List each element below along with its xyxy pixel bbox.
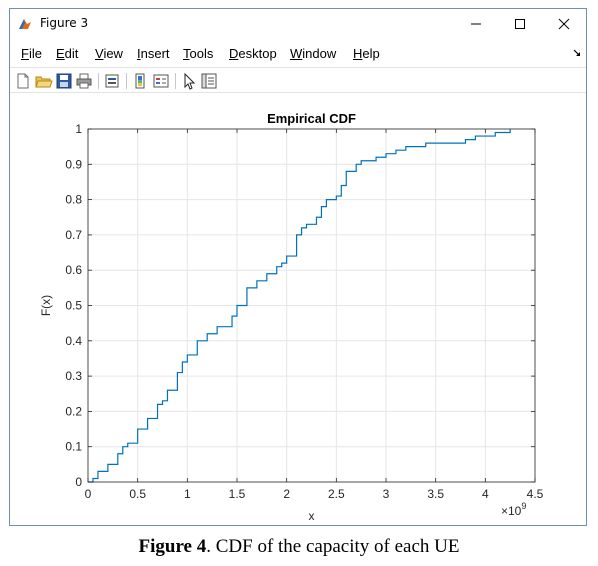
print-icon[interactable] (75, 72, 93, 90)
x-axis-label: x (309, 509, 315, 523)
figure-canvas[interactable]: 0 0.5 1 1.5 2 2.5 3 3.5 4 4.5 0 0.1 0.2 0.3 0.4 0.5 0.6 0… (10, 95, 586, 525)
menu-desktop[interactable]: Desktop (229, 46, 277, 61)
dock-arrow-icon[interactable] (573, 49, 581, 57)
figure-window: Figure 3 File Edit View Insert Tools Des… (9, 8, 587, 526)
open-file-icon[interactable] (35, 72, 53, 90)
y-tick-label: 0 (75, 475, 82, 489)
x-tick-label: 1 (184, 487, 191, 501)
new-figure-icon[interactable] (14, 72, 32, 90)
x-tick-label: 2.5 (328, 487, 345, 501)
y-tick-label: 1 (75, 122, 82, 136)
menu-insert[interactable]: Insert (137, 46, 170, 61)
caption-label: Figure 4 (138, 536, 207, 557)
y-axis-label: F(x) (39, 295, 53, 316)
cdf-series-line (88, 129, 511, 483)
y-tick-label: 0.6 (65, 263, 82, 277)
x-exponent-label: ×109 (501, 501, 526, 518)
menu-file[interactable]: File (21, 46, 42, 61)
minimize-icon (471, 23, 481, 25)
caption-text: . CDF of the capacity of each UE (206, 536, 460, 557)
x-tick-label: 3.5 (427, 487, 444, 501)
toolbar-separator (98, 73, 99, 89)
x-tick-label: 2 (283, 487, 290, 501)
menu-tools[interactable]: Tools (183, 46, 214, 61)
x-tick-label: 3 (383, 487, 390, 501)
cdf-chart: 0 0.5 1 1.5 2 2.5 3 3.5 4 4.5 0 0.1 0.2 0.3 0.4 0.5 0.6 0… (39, 111, 544, 523)
maximize-button[interactable] (498, 9, 542, 39)
grid-lines (87, 128, 536, 483)
property-inspector-icon[interactable] (200, 72, 218, 90)
x-tick-label: 1.5 (229, 487, 246, 501)
close-button[interactable] (542, 9, 586, 39)
menu-help[interactable]: Help (353, 46, 380, 61)
minimize-button[interactable] (454, 9, 498, 39)
toolbar-separator (175, 73, 176, 89)
title-bar[interactable]: Figure 3 (10, 9, 586, 39)
menu-view[interactable]: View (95, 46, 123, 61)
insert-legend-icon[interactable] (152, 72, 170, 90)
window-title: Figure 3 (40, 16, 89, 30)
toolbar-separator (126, 73, 127, 89)
y-tick-label: 0.5 (65, 299, 82, 313)
figure-caption: Figure 4. CDF of the capacity of each UE (0, 536, 598, 558)
y-tick-label: 0.8 (65, 193, 82, 207)
y-tick-label: 0.7 (65, 228, 82, 242)
y-tick-label: 0.3 (65, 369, 82, 383)
maximize-icon (515, 19, 525, 29)
x-tick-label: 0.5 (129, 487, 146, 501)
x-tick-label: 0 (85, 487, 92, 501)
edit-plot-icon[interactable] (180, 72, 198, 90)
x-tick-label: 4.5 (527, 487, 544, 501)
y-tick-label: 0.4 (65, 334, 82, 348)
y-tick-label: 0.2 (65, 404, 82, 418)
insert-colorbar-icon[interactable] (131, 72, 149, 90)
x-tick-label: 4 (482, 487, 489, 501)
close-icon (558, 18, 570, 30)
y-tick-label: 0.1 (65, 440, 82, 454)
matlab-logo-icon (19, 19, 31, 29)
y-tick-label: 0.9 (65, 157, 82, 171)
chart-title: Empirical CDF (267, 111, 356, 126)
menu-window[interactable]: Window (290, 46, 337, 61)
link-plot-icon[interactable] (103, 72, 121, 90)
save-icon[interactable] (55, 72, 73, 90)
toolbar (10, 67, 586, 93)
menu-bar: File Edit View Insert Tools Desktop Wind… (10, 43, 586, 65)
menu-edit[interactable]: Edit (56, 46, 79, 61)
axis-ticks: 0 0.5 1 1.5 2 2.5 3 3.5 4 4.5 0 0.1 0.2 0.3 0.4 0.5 0.6 0… (65, 122, 543, 501)
